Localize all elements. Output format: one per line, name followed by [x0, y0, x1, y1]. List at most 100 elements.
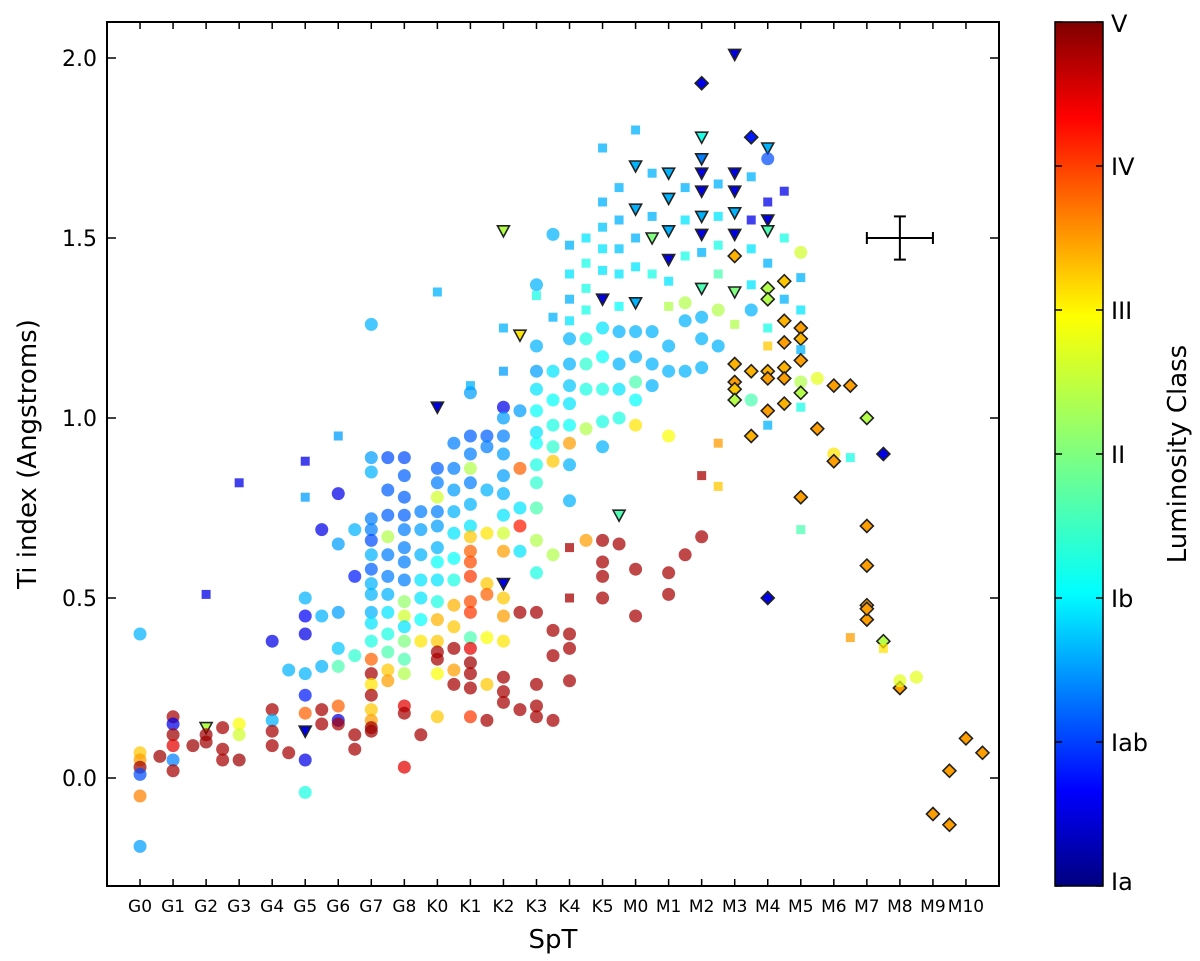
data-point-square: [746, 172, 756, 182]
data-point-circle: [463, 447, 477, 461]
data-point-circle: [596, 321, 610, 335]
data-point-circle: [364, 533, 378, 547]
data-point-circle: [563, 674, 577, 688]
data-point-circle: [794, 375, 808, 389]
data-point-circle: [513, 501, 527, 515]
data-point-circle: [480, 526, 494, 540]
data-point-triangle: [694, 210, 710, 225]
data-point-circle: [364, 634, 378, 648]
data-point-circle: [529, 476, 543, 490]
data-point-circle: [678, 296, 692, 310]
data-point-circle: [414, 591, 428, 605]
data-point-circle: [414, 573, 428, 587]
data-point-circle: [662, 339, 676, 353]
data-point-square: [746, 244, 756, 254]
x-tick-label: K1: [459, 897, 481, 917]
data-point-triangle: [496, 225, 511, 239]
colorbar-tick-label: IV: [1111, 153, 1135, 181]
data-point-circle: [381, 508, 395, 522]
data-point-circle: [447, 505, 461, 519]
data-point-square: [796, 273, 806, 283]
data-point-circle: [265, 713, 279, 727]
data-point-circle: [381, 451, 395, 465]
data-point-circle: [282, 663, 296, 677]
data-point-circle: [546, 454, 560, 468]
data-point-circle: [232, 753, 246, 767]
data-point-circle: [133, 767, 147, 781]
data-point-triangle: [644, 232, 660, 246]
data-point-circle: [463, 530, 477, 544]
data-point-square: [713, 179, 723, 189]
data-point-circle: [153, 749, 167, 763]
x-axis-label: SpT: [529, 925, 578, 955]
data-point-circle: [397, 760, 411, 774]
data-point-circle: [645, 357, 659, 371]
data-point-square: [631, 233, 641, 243]
data-point-circle: [645, 379, 659, 393]
x-tick-label: M7: [854, 897, 879, 917]
data-point-triangle: [297, 725, 313, 739]
data-point-triangle: [430, 401, 445, 415]
data-point-circle: [298, 591, 312, 605]
data-point-circle: [463, 667, 477, 681]
data-point-square: [614, 301, 624, 311]
data-point-circle: [397, 634, 411, 648]
data-point-circle: [463, 641, 477, 655]
data-point-circle: [397, 508, 411, 522]
data-point-square: [631, 125, 641, 135]
data-point-circle: [166, 753, 180, 767]
data-point-circle: [496, 695, 510, 709]
data-point-circle: [496, 634, 510, 648]
data-point-circle: [529, 699, 543, 713]
data-point-circle: [563, 494, 577, 508]
data-point-diamond: [727, 392, 743, 408]
data-point-circle: [513, 461, 527, 475]
data-point-square: [581, 305, 591, 315]
data-point-circle: [629, 325, 643, 339]
data-point-circle: [463, 386, 477, 400]
points-layer: [133, 48, 991, 853]
data-point-circle: [596, 415, 610, 429]
data-point-circle: [480, 429, 494, 443]
data-point-triangle: [694, 167, 710, 181]
data-point-circle: [447, 461, 461, 475]
data-point-diamond: [743, 129, 759, 145]
data-point-triangle: [694, 282, 710, 297]
data-point-circle: [513, 519, 527, 533]
data-point-circle: [711, 339, 725, 353]
data-point-circle: [331, 641, 345, 655]
data-point-circle: [133, 627, 147, 641]
x-tick-label: M2: [689, 897, 714, 917]
data-point-circle: [348, 742, 362, 756]
data-point-circle: [546, 364, 560, 378]
data-point-square: [581, 233, 591, 243]
data-point-circle: [480, 440, 494, 454]
data-point-triangle: [727, 167, 743, 181]
data-point-circle: [463, 476, 477, 490]
data-point-circle: [315, 717, 329, 731]
data-point-circle: [711, 303, 725, 317]
data-point-square: [614, 269, 624, 279]
data-point-diamond: [859, 601, 875, 617]
data-point-circle: [529, 364, 543, 378]
data-point-square: [498, 323, 508, 333]
data-point-circle: [414, 634, 428, 648]
data-point-circle: [216, 721, 230, 735]
data-point-circle: [463, 555, 477, 569]
data-point-circle: [563, 627, 577, 641]
data-point-circle: [397, 667, 411, 681]
data-point-circle: [364, 577, 378, 591]
data-point-circle: [447, 677, 461, 691]
data-point-circle: [529, 382, 543, 396]
data-point-square: [548, 312, 558, 322]
data-point-diamond: [793, 489, 809, 505]
data-point-circle: [463, 461, 477, 475]
data-point-square: [565, 593, 575, 603]
data-point-circle: [463, 595, 477, 609]
data-point-circle: [331, 537, 345, 551]
x-tick-label: K0: [426, 897, 448, 917]
data-point-circle: [496, 429, 510, 443]
data-point-circle: [612, 537, 626, 551]
data-point-circle: [298, 753, 312, 767]
data-point-circle: [298, 785, 312, 799]
